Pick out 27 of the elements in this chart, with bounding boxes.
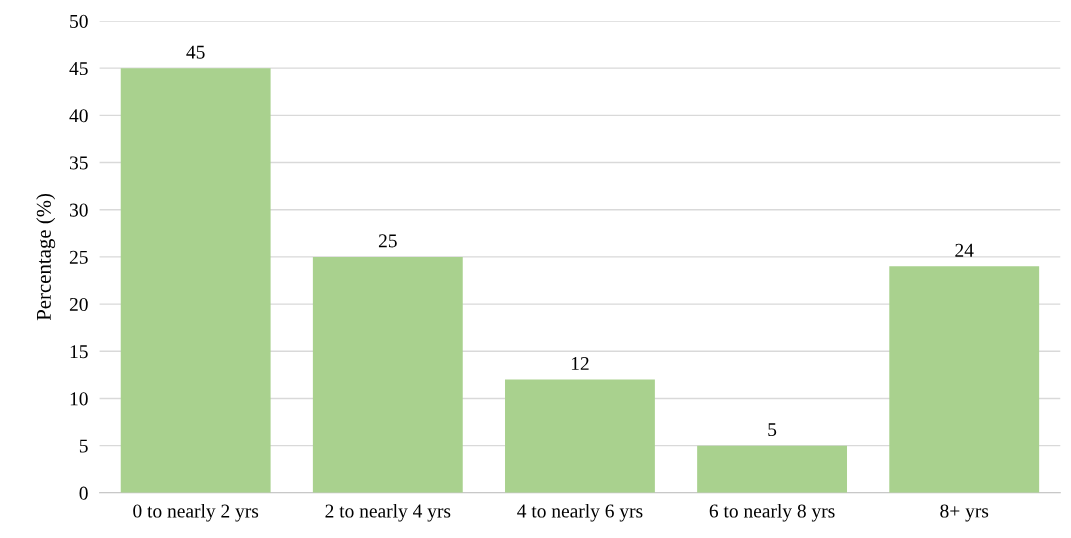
y-tick-label: 15 [70,345,88,359]
y-tick-label: 40 [69,109,88,123]
data-label: 12 [571,357,589,370]
y-tick-label: 30 [69,203,88,217]
y-tick-label: 50 [70,14,88,28]
y-tick-label: 10 [70,392,88,406]
x-tick-label: 0 to nearly 2 yrs [133,503,259,522]
y-tick-label: 45 [69,62,88,76]
y-tick-label: 20 [69,297,88,312]
x-tick-label: 2 to nearly 4 yrs [325,503,451,522]
bar [889,266,1040,493]
data-label: 24 [955,243,974,257]
y-tick-label: 0 [79,486,88,500]
x-tick-label: 4 to nearly 6 yrs [517,503,643,522]
y-tick-label: 5 [79,439,88,453]
data-label: 25 [378,234,397,248]
bar [697,445,848,493]
data-label: 45 [186,45,205,59]
y-axis-title: Percentage (%) [36,193,56,321]
x-tick-label: 6 to nearly 8 yrs [709,503,835,522]
bar [312,256,463,493]
y-tick-label: 25 [69,250,88,264]
y-tick-label: 35 [69,156,88,170]
bar [505,379,655,493]
bar [120,68,271,493]
data-label: 5 [768,423,777,437]
x-tick-label: 8+ yrs [940,504,989,522]
